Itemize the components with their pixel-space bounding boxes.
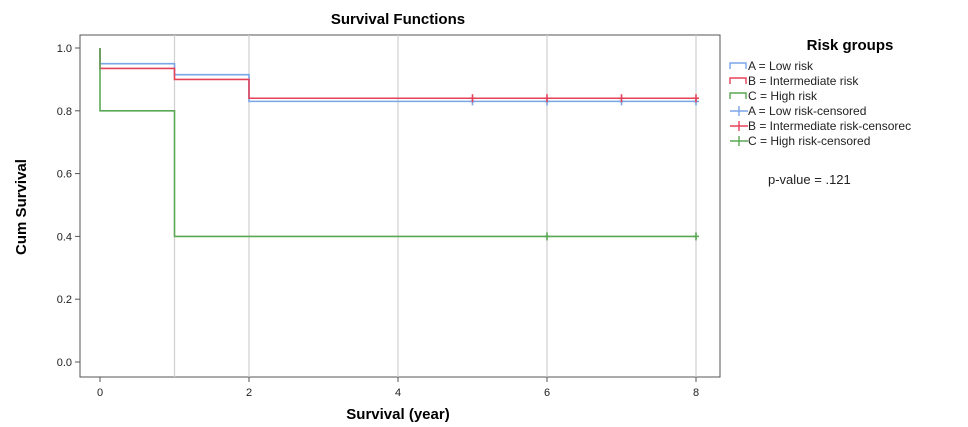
- legend-swatch: [729, 77, 747, 84]
- y-tick-label: 0.0: [57, 357, 72, 369]
- series-layer: [99, 48, 696, 238]
- y-tick-label: 1.0: [57, 43, 72, 55]
- chart-title: Survival Functions: [331, 11, 465, 28]
- y-tick-label: 0.8: [57, 106, 72, 118]
- censor-marks: [469, 94, 699, 241]
- y-tick-label: 0.2: [57, 294, 72, 306]
- x-tick-label: 0: [97, 387, 103, 399]
- x-axis-label: Survival (year): [346, 406, 449, 423]
- legend-label: A = Low risk-censored: [748, 104, 866, 118]
- y-tick-label: 0.6: [57, 169, 72, 181]
- legend-label: A = Low risk: [748, 59, 814, 73]
- x-tick-label: 8: [693, 387, 699, 399]
- series-line-2: [99, 48, 696, 238]
- legend-title: Risk groups: [807, 37, 894, 54]
- x-tick-label: 2: [246, 387, 252, 399]
- legend-label: B = Intermediate risk: [748, 74, 859, 88]
- legend-swatch: [729, 92, 747, 99]
- x-tick-label: 6: [544, 387, 550, 399]
- legend-swatch: [729, 62, 747, 69]
- y-axis-ticks: 0.0 0.2 0.4 0.6 0.8 1.0: [57, 43, 80, 369]
- x-tick-label: 4: [395, 387, 401, 399]
- legend-label: C = High risk: [748, 89, 818, 103]
- y-axis-label: Cum Survival: [13, 159, 30, 255]
- grid-lines: [173, 35, 697, 377]
- plot-area: [79, 34, 721, 378]
- legend-label: C = High risk-censored: [748, 134, 870, 148]
- legend-label: B = Intermediate risk-censorec: [748, 119, 911, 133]
- p-value-annotation: p-value = .121: [768, 172, 851, 187]
- x-axis-ticks: 0 2 4 6 8: [97, 377, 699, 399]
- y-tick-label: 0.4: [57, 231, 72, 243]
